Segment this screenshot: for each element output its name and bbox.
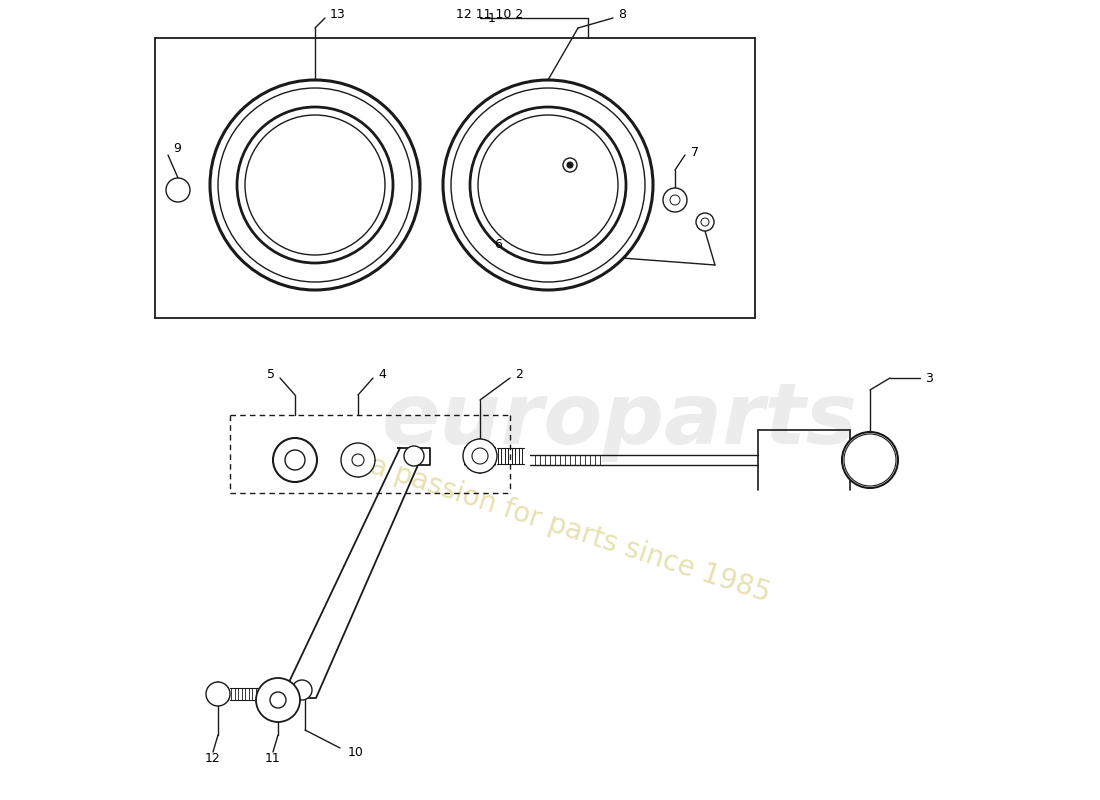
Text: 12 11 10 2: 12 11 10 2: [456, 9, 524, 22]
Text: 13: 13: [330, 9, 345, 22]
Text: 9: 9: [173, 142, 180, 154]
Circle shape: [701, 218, 710, 226]
Circle shape: [270, 692, 286, 708]
Circle shape: [443, 80, 653, 290]
Text: 3: 3: [925, 371, 933, 385]
Circle shape: [285, 450, 305, 470]
Circle shape: [273, 438, 317, 482]
Text: 5: 5: [267, 367, 275, 381]
Text: 7: 7: [691, 146, 698, 158]
Circle shape: [352, 454, 364, 466]
Text: 11: 11: [265, 751, 280, 765]
Circle shape: [210, 80, 420, 290]
Circle shape: [463, 439, 497, 473]
Circle shape: [472, 448, 488, 464]
Circle shape: [236, 107, 393, 263]
Text: 1: 1: [488, 11, 496, 25]
Text: 6: 6: [494, 238, 502, 250]
Text: 8: 8: [618, 9, 626, 22]
Text: 4: 4: [378, 367, 386, 381]
Circle shape: [341, 443, 375, 477]
Text: 12: 12: [205, 751, 221, 765]
Circle shape: [566, 162, 573, 168]
Circle shape: [451, 88, 645, 282]
Circle shape: [842, 432, 898, 488]
Circle shape: [218, 88, 412, 282]
Text: a passion for parts since 1985: a passion for parts since 1985: [366, 452, 774, 608]
Circle shape: [470, 107, 626, 263]
Circle shape: [292, 680, 312, 700]
Text: 2: 2: [515, 367, 522, 381]
Circle shape: [478, 115, 618, 255]
Circle shape: [844, 434, 896, 486]
Text: europarts: europarts: [382, 378, 858, 462]
Circle shape: [404, 446, 424, 466]
Text: 10: 10: [348, 746, 364, 758]
Circle shape: [206, 682, 230, 706]
Circle shape: [670, 195, 680, 205]
Circle shape: [245, 115, 385, 255]
Circle shape: [166, 178, 190, 202]
Circle shape: [256, 678, 300, 722]
Circle shape: [663, 188, 688, 212]
Circle shape: [563, 158, 578, 172]
Circle shape: [696, 213, 714, 231]
